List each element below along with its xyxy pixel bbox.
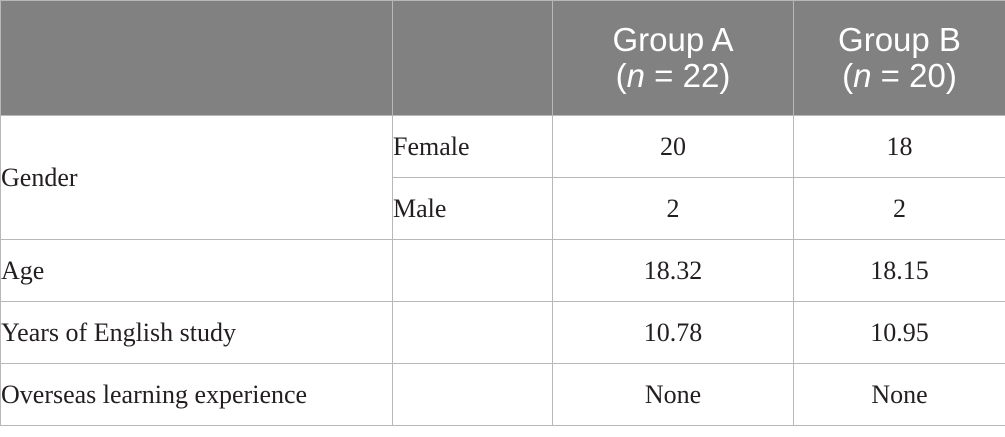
gender-label: Gender	[0, 115, 393, 240]
group-b-n-symbol: n	[853, 57, 872, 94]
age-group-b: 18.15	[793, 239, 1005, 302]
group-a-size: (n = 22)	[553, 58, 793, 94]
male-group-a: 2	[552, 177, 794, 240]
age-group-a: 18.32	[552, 239, 794, 302]
table-row-age: Age 18.32 18.15	[0, 239, 1005, 302]
group-b-size: (n = 20)	[794, 58, 1005, 94]
overseas-group-b: None	[793, 363, 1005, 426]
demographics-table: Group A (n = 22) Group B (n = 20) Gender…	[0, 0, 1005, 426]
table-body: Gender Female 20 18 Male 2 2 Age 18.32 1…	[0, 115, 1005, 426]
header-group-b: Group B (n = 20)	[793, 0, 1005, 116]
header-row: Group A (n = 22) Group B (n = 20)	[0, 0, 1005, 116]
group-a-open-paren: (	[615, 57, 627, 94]
group-a-n-symbol: n	[626, 57, 646, 94]
age-label: Age	[0, 239, 393, 302]
female-group-a: 20	[552, 115, 794, 178]
group-b-open-paren: (	[842, 57, 854, 94]
female-group-b: 18	[793, 115, 1005, 178]
years-english-empty-cell	[392, 301, 553, 364]
table-row-years-english: Years of English study 10.78 10.95	[0, 301, 1005, 364]
table-header: Group A (n = 22) Group B (n = 20)	[0, 0, 1005, 116]
years-english-group-b: 10.95	[793, 301, 1005, 364]
group-a-n-value: = 22)	[645, 57, 731, 94]
group-b-name: Group B	[838, 21, 961, 58]
age-empty-cell	[392, 239, 553, 302]
male-label: Male	[392, 177, 553, 240]
table-row-gender-female: Gender Female 20 18	[0, 115, 1005, 240]
female-label: Female	[392, 115, 553, 178]
header-empty-subcell	[392, 0, 553, 116]
male-group-b: 2	[793, 177, 1005, 240]
overseas-group-a: None	[552, 363, 794, 426]
group-b-n-value: = 20)	[871, 57, 957, 94]
overseas-label: Overseas learning experience	[0, 363, 393, 426]
group-a-name: Group A	[612, 21, 734, 58]
header-group-a: Group A (n = 22)	[552, 0, 794, 116]
years-english-group-a: 10.78	[552, 301, 794, 364]
overseas-empty-cell	[392, 363, 553, 426]
header-empty-cell	[0, 0, 393, 116]
table-row-overseas: Overseas learning experience None None	[0, 363, 1005, 426]
table-row-gender-male: Male 2 2	[1, 177, 1005, 240]
years-english-label: Years of English study	[0, 301, 393, 364]
